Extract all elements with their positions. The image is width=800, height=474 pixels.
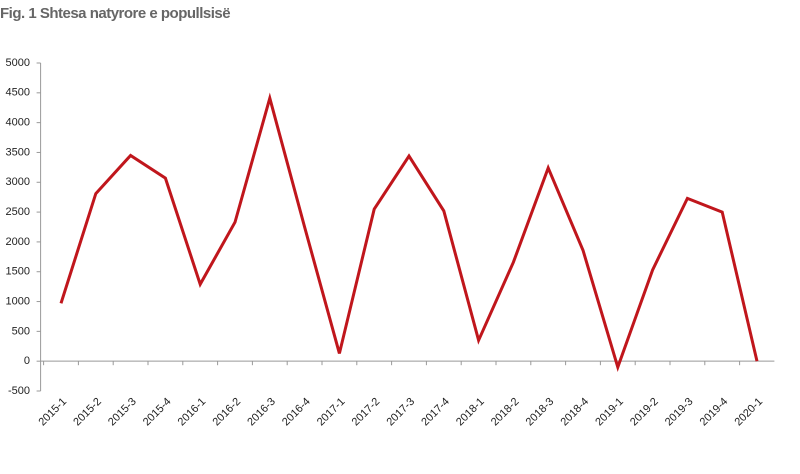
data-line: [59, 92, 759, 372]
y-tick-label: 2500: [6, 206, 30, 218]
x-tick-label: 2015-1: [36, 396, 69, 429]
y-tick-label: 1500: [6, 266, 30, 278]
x-tick-label: 2015-2: [71, 396, 104, 429]
y-tick-label: 0: [24, 355, 30, 367]
x-tick-label: 2019-4: [698, 396, 731, 429]
x-tick-label: 2016-1: [176, 396, 209, 429]
y-tick-label: 2000: [6, 236, 30, 248]
x-tick-label: 2017-3: [384, 396, 417, 429]
x-tick-label: 2016-3: [245, 396, 278, 429]
x-tick-label: 2017-2: [350, 396, 383, 429]
x-tick-label: 2019-3: [663, 396, 696, 429]
y-tick-label: 500: [12, 325, 30, 337]
y-tick-label: 5000: [6, 57, 30, 69]
x-tick-label: 2015-4: [141, 396, 174, 429]
x-tick-label: 2019-1: [593, 396, 626, 429]
y-tick-label: 1000: [6, 295, 30, 307]
x-tick-label: 2017-4: [419, 396, 452, 429]
x-tick-label: 2020-1: [732, 396, 765, 429]
y-tick-label: 4000: [6, 117, 30, 129]
x-tick-label: 2016-2: [210, 396, 243, 429]
x-tick-label: 2015-3: [106, 396, 139, 429]
y-tick-label: 3000: [6, 176, 30, 188]
x-tick-label: 2017-1: [315, 396, 348, 429]
x-tick-label: 2018-4: [558, 396, 591, 429]
x-tick-label: 2018-1: [454, 396, 487, 429]
x-tick-label: 2018-2: [489, 396, 522, 429]
y-tick-label: 4500: [6, 87, 30, 99]
x-tick-label: 2018-3: [524, 396, 557, 429]
y-tick-label: 3500: [6, 146, 30, 158]
y-tick-label: -500: [8, 385, 30, 397]
x-tick-label: 2019-2: [628, 396, 661, 429]
x-tick-label: 2016-4: [280, 396, 313, 429]
chart-title: Fig. 1 Shtesa natyrore e popullsisë: [0, 5, 230, 22]
